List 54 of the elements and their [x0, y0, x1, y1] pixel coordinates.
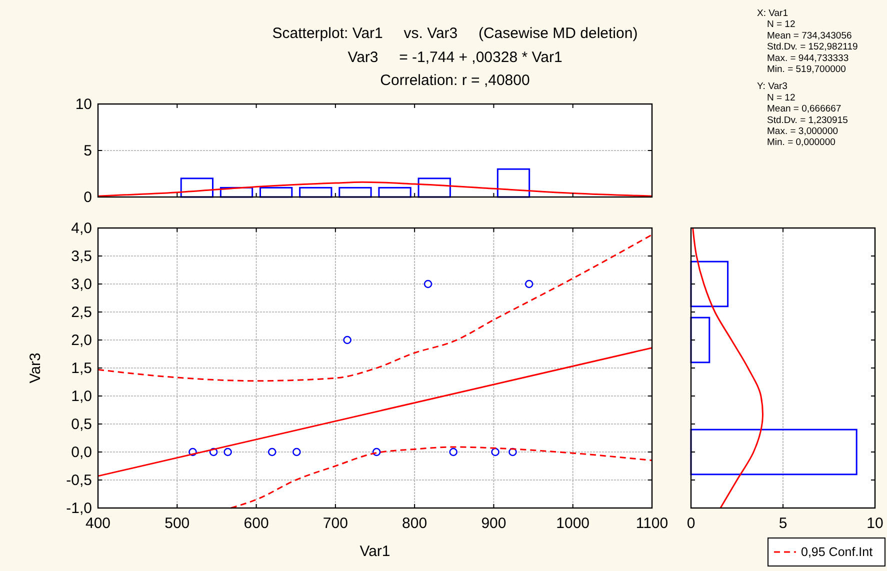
y-tick-label: 3,0 — [71, 276, 92, 293]
y-tick-label: 4,0 — [71, 220, 92, 237]
text: Y: Var3 — [757, 81, 788, 92]
text: Mean = 0,666667 — [767, 104, 842, 115]
x-tick-label: 1000 — [556, 515, 590, 532]
y-axis-title: Var3 — [27, 352, 44, 384]
y-tick-label: 3,5 — [71, 248, 92, 265]
x-tick-label: 5 — [778, 515, 788, 532]
point — [292, 448, 301, 456]
point — [491, 448, 500, 456]
text: N = 12 — [767, 92, 796, 104]
text: Std.Dv. = 152,982119 — [767, 42, 858, 53]
x-tick-label: 400 — [85, 515, 111, 532]
y-tick-label: 0 — [84, 189, 92, 206]
point — [224, 448, 232, 456]
x-tick-label: 700 — [322, 515, 348, 532]
x-tick-label: 900 — [481, 515, 506, 532]
text: Correlation: r = ,40800 — [380, 72, 530, 89]
y-tick-label: 0,5 — [71, 416, 92, 433]
point — [268, 448, 276, 456]
chart-subtitle: Var3 = -1,744 + ,00328 * Var1 — [348, 49, 562, 66]
y-tick-label: 2,0 — [71, 332, 92, 349]
line-series — [230, 446, 653, 509]
line-series — [97, 234, 653, 382]
y-tick-label: 1,0 — [71, 388, 92, 405]
x-tick-label: 10 — [866, 515, 884, 532]
y-tick-label: 5 — [84, 142, 92, 160]
x-tick-label: 0 — [686, 515, 696, 532]
x-tick-label: 600 — [244, 515, 269, 532]
point — [343, 336, 352, 344]
text: N = 12 — [767, 19, 796, 30]
point — [449, 448, 458, 456]
x-tick-label: 800 — [402, 515, 428, 532]
x-axis-title: Var1 — [360, 543, 390, 560]
y-tick-label: 10 — [75, 96, 92, 113]
text: X: Var1 — [757, 8, 788, 19]
y-tick-label: 2,5 — [71, 304, 92, 321]
text: Std.Dv. = 1,230915 — [767, 114, 848, 126]
point — [524, 280, 534, 288]
x-tick-label: 1100 — [636, 515, 668, 532]
x-tick-label: 500 — [164, 515, 190, 532]
chart-title: Scatterplot: Var1 vs. Var3 (Casewise MD deletion) — [272, 25, 638, 42]
y-tick-label: 0,0 — [71, 444, 92, 461]
text: Max. = 3,000000 — [767, 126, 838, 137]
point — [424, 280, 432, 288]
text: Min. = 519,700000 — [767, 64, 846, 75]
y-tick-label: -0,5 — [66, 472, 92, 489]
text: Mean = 734,343056 — [767, 30, 852, 42]
line-series — [97, 181, 653, 197]
y-tick-label: 1,5 — [71, 360, 92, 377]
text: Min. = 0,000000 — [767, 137, 836, 148]
text: Max. = 944,733333 — [767, 52, 849, 64]
y-tick-label: -1,0 — [66, 500, 92, 517]
legend-label: 0,95 Conf.Int — [801, 545, 874, 559]
